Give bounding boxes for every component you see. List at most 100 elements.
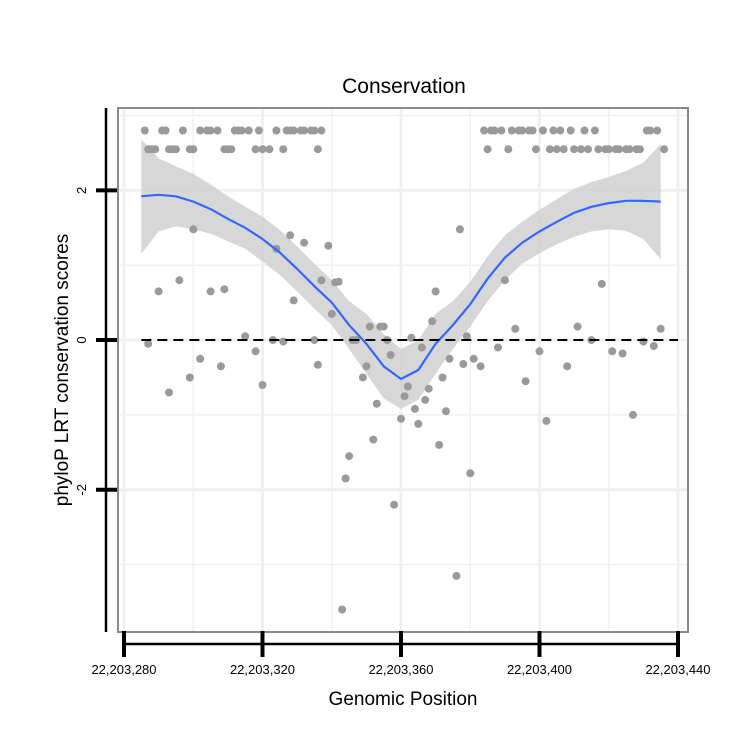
data-point bbox=[518, 126, 527, 135]
data-point bbox=[206, 287, 215, 296]
data-point bbox=[362, 362, 371, 371]
y-tick-label: 0 bbox=[74, 336, 89, 343]
data-point bbox=[300, 126, 309, 135]
data-point bbox=[494, 343, 502, 352]
data-point bbox=[251, 347, 260, 356]
data-point bbox=[400, 392, 409, 401]
data-point bbox=[483, 145, 492, 154]
data-point bbox=[313, 360, 322, 369]
data-point bbox=[563, 362, 572, 371]
data-point bbox=[521, 377, 530, 386]
data-point bbox=[649, 342, 658, 350]
data-point bbox=[438, 373, 447, 382]
data-point bbox=[549, 126, 558, 135]
data-point bbox=[237, 126, 246, 135]
data-point bbox=[338, 605, 347, 614]
data-point bbox=[539, 126, 547, 135]
smooth-line bbox=[141, 193, 661, 381]
data-point bbox=[646, 126, 655, 135]
data-point bbox=[535, 347, 544, 356]
data-point bbox=[161, 126, 170, 135]
data-point bbox=[428, 317, 437, 326]
data-point bbox=[615, 145, 624, 154]
data-point bbox=[379, 322, 388, 331]
data-point bbox=[258, 381, 267, 389]
data-point bbox=[570, 145, 579, 154]
data-point bbox=[459, 360, 468, 368]
y-tick-label: -2 bbox=[74, 484, 89, 496]
x-tick-label: 22,203,280 bbox=[91, 662, 156, 677]
data-point bbox=[255, 126, 263, 135]
data-point bbox=[597, 279, 606, 288]
data-point bbox=[410, 404, 419, 413]
data-point bbox=[653, 126, 662, 135]
data-point bbox=[345, 452, 354, 461]
data-point bbox=[372, 399, 381, 408]
data-point bbox=[251, 145, 260, 154]
data-point bbox=[227, 145, 236, 154]
data-point bbox=[140, 126, 149, 135]
data-point bbox=[414, 419, 423, 428]
data-point bbox=[196, 354, 205, 363]
data-point bbox=[206, 126, 215, 135]
data-point bbox=[272, 126, 281, 135]
data-point bbox=[358, 373, 367, 382]
data-point bbox=[424, 384, 433, 393]
data-point bbox=[397, 414, 405, 423]
data-point bbox=[334, 277, 343, 286]
data-point bbox=[545, 145, 554, 154]
data-point bbox=[497, 126, 506, 135]
data-point bbox=[452, 571, 461, 580]
x-tick-label: 22,203,400 bbox=[507, 662, 572, 677]
data-point bbox=[317, 126, 326, 135]
data-point bbox=[532, 145, 540, 154]
data-point bbox=[289, 126, 298, 135]
data-point bbox=[324, 241, 333, 250]
data-point bbox=[213, 126, 222, 135]
data-point bbox=[476, 362, 485, 371]
x-axis-label: Genomic Position bbox=[329, 689, 478, 710]
data-point bbox=[403, 382, 412, 391]
data-point bbox=[313, 145, 322, 154]
data-point bbox=[656, 324, 665, 333]
data-point bbox=[577, 145, 585, 154]
data-point bbox=[490, 126, 499, 135]
data-point bbox=[559, 145, 568, 154]
y-tick-label: 2 bbox=[74, 187, 89, 194]
x-tick-label: 22,203,440 bbox=[645, 662, 710, 677]
data-point bbox=[466, 469, 475, 478]
data-point bbox=[625, 145, 634, 154]
data-point bbox=[244, 126, 253, 135]
smooth-fit bbox=[141, 193, 661, 381]
data-point bbox=[660, 145, 669, 154]
data-point bbox=[604, 145, 613, 154]
data-point bbox=[386, 351, 395, 359]
data-point bbox=[265, 145, 274, 154]
data-point bbox=[511, 324, 520, 333]
data-point bbox=[185, 373, 194, 382]
data-point bbox=[216, 362, 225, 371]
data-point bbox=[279, 145, 288, 154]
data-point bbox=[178, 126, 187, 135]
data-point bbox=[635, 145, 644, 154]
data-point bbox=[431, 287, 440, 296]
x-tick-label: 22,203,320 bbox=[230, 662, 295, 677]
data-point bbox=[369, 435, 378, 444]
data-point bbox=[507, 126, 516, 135]
x-tick-label: 22,203,360 bbox=[368, 662, 433, 677]
chart-title: Conservation bbox=[342, 75, 466, 98]
data-point bbox=[165, 388, 173, 397]
confidence-band bbox=[141, 139, 661, 409]
data-points bbox=[140, 126, 669, 614]
data-point bbox=[258, 145, 267, 154]
data-point bbox=[580, 126, 589, 135]
data-point bbox=[279, 337, 288, 346]
data-point bbox=[462, 332, 471, 341]
data-point bbox=[573, 322, 582, 331]
data-point bbox=[220, 285, 229, 294]
data-point bbox=[241, 332, 250, 341]
data-point bbox=[608, 347, 617, 356]
data-point bbox=[594, 145, 603, 154]
data-point bbox=[189, 145, 198, 154]
